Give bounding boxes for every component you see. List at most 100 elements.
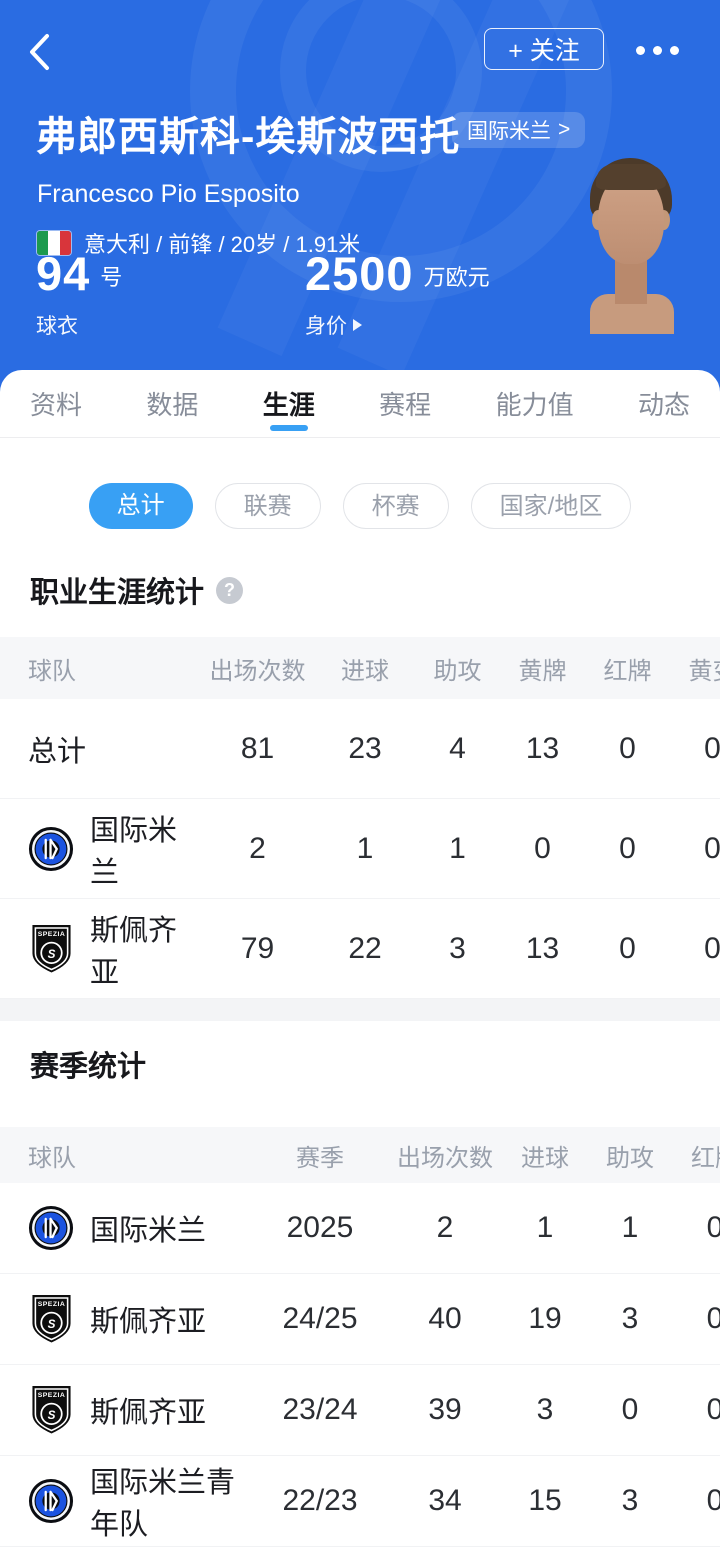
spezia-logo-icon: SPEZIA S [28,923,74,975]
stat-cell: 0 [706,1211,720,1244]
filter-pills: 总计 联赛 杯赛 国家/地区 [0,483,720,529]
team-cell: 国际米兰青年队 [0,1459,250,1543]
table-row[interactable]: 国际米兰青年队 22/23 34 15 3 0 [0,1456,720,1547]
column-header-球队: 球队 [28,1144,76,1172]
svg-text:S: S [47,947,55,960]
stat-cell: 23/24 [282,1393,358,1426]
market-value-block[interactable]: 2500 万欧元 身价 [305,250,490,340]
tab-赛程[interactable]: 赛程 [379,370,431,437]
stat-cell: 1 [621,1211,639,1244]
stat-cell: 22/23 [282,1484,358,1517]
inter-logo-icon [28,1202,74,1254]
tab-数据[interactable]: 数据 [146,370,198,437]
filter-pill-杯赛[interactable]: 杯赛 [342,483,449,529]
player-info-line: 意大利 / 前锋 / 20岁 / 1.91米 [84,232,361,257]
player-photo [560,158,710,348]
stat-cell: 13 [525,931,560,965]
more-menu-button[interactable] [636,46,679,55]
team-name: 斯佩齐亚 [90,914,178,989]
column-header-出场次数: 出场次数 [209,657,306,685]
team-cell: 国际米兰 [0,807,200,891]
team-cell: SPEZIA S 斯佩齐亚 [0,907,200,991]
spezia-logo-icon: SPEZIA S [28,1293,74,1345]
table-row[interactable]: 国际米兰 2 1 1 0 0 0 [0,799,720,899]
stat-cell: 0 [704,831,720,865]
stat-cell: 40 [428,1302,462,1335]
table-row[interactable]: 总计 81 23 4 13 0 0 [0,699,720,799]
table-row[interactable]: SPEZIA S 斯佩齐亚 79 22 3 13 0 0 [0,899,720,999]
team-badge-label: 国际米兰 [467,120,551,143]
tab-能力值[interactable]: 能力值 [496,370,574,437]
column-header-进球: 进球 [341,657,389,685]
filter-pill-联赛[interactable]: 联赛 [214,483,321,529]
stat-cell: 3 [621,1484,639,1517]
chevron-right-icon: > [558,118,571,141]
stat-cell: 2025 [286,1211,354,1244]
stat-cell: 79 [240,931,275,965]
column-header-黄牌: 黄牌 [518,657,567,685]
spezia-logo-icon: SPEZIA S [31,924,71,972]
team-name: 国际米兰青年队 [90,1467,236,1541]
stat-cell: 1 [356,831,374,865]
stat-cell: 1 [536,1211,554,1244]
team-cell: 国际米兰 [0,1202,250,1254]
market-value-number: 2500 [305,247,414,300]
tab-label: 数据 [146,390,199,420]
table-row[interactable]: SPEZIA S 斯佩齐亚 24/25 40 19 3 0 [0,1274,720,1365]
tab-生涯[interactable]: 生涯 [263,370,315,437]
tab-label: 生涯 [262,390,315,420]
career-table-header: 球队 出场次数 进球 助攻 黄牌 红牌 黄变 [0,637,720,699]
team-badge[interactable]: 国际米兰 > [452,112,586,148]
season-section-title: 赛季统计 [30,1051,147,1083]
help-icon[interactable]: ? [216,576,244,604]
svg-text:SPEZIA: SPEZIA [37,1301,65,1308]
stat-cell: 0 [534,831,551,865]
follow-button[interactable]: + 关注 [484,28,604,70]
stat-cell: 2 [249,831,266,865]
section-divider [0,999,720,1021]
column-header-助攻: 助攻 [433,657,482,685]
tab-label: 赛程 [379,390,432,420]
stat-cell: 0 [706,1302,720,1335]
stat-cell: 3 [536,1393,554,1426]
team-name: 国际米兰 [90,1215,207,1247]
dot-icon [653,46,662,55]
dot-icon [636,46,645,55]
filter-pill-总计[interactable]: 总计 [88,483,193,529]
svg-text:SPEZIA: SPEZIA [37,1392,65,1399]
stat-cell: 0 [619,831,636,865]
inter-milan-logo-icon [28,1478,74,1524]
team-name: 国际米兰 [90,814,178,889]
inter-logo-icon [28,1475,74,1527]
jersey-unit: 号 [100,265,123,290]
tab-动态[interactable]: 动态 [638,370,690,437]
filter-pill-国家/地区[interactable]: 国家/地区 [470,483,632,529]
stat-cell: 0 [704,731,720,765]
jersey-number-block: 94 号 球衣 [36,250,122,340]
team-name: 斯佩齐亚 [90,1306,207,1338]
column-header-红牌: 红牌 [603,657,652,685]
table-row[interactable]: SPEZIA S 斯佩齐亚 23/24 39 3 0 0 [0,1365,720,1456]
career-section-title: 职业生涯统计 [30,577,205,609]
tab-bar: 资料 数据 生涯 赛程 能力值 动态 [0,370,720,438]
back-chevron-icon [30,34,49,70]
table-row[interactable]: 国际米兰 2025 2 1 1 0 [0,1183,720,1274]
tab-资料[interactable]: 资料 [30,370,82,437]
spezia-logo-icon: SPEZIA S [31,1295,71,1343]
stat-cell: 13 [525,731,560,765]
stat-cell: 4 [449,731,466,765]
player-name: 弗郎西斯科-埃斯波西托 [36,115,461,159]
stat-cell: 15 [528,1484,562,1517]
follow-label: + 关注 [508,37,580,65]
team-cell: SPEZIA S 斯佩齐亚 [0,1384,250,1436]
inter-milan-logo-icon [28,1205,74,1251]
stat-cell: 0 [621,1393,639,1426]
career-stats-table: 球队出场次数进球助攻黄牌红牌黄变 总计812341300国际米兰211000SP… [0,637,720,999]
stat-cell: 23 [348,731,382,765]
svg-text:SPEZIA: SPEZIA [37,930,65,937]
player-info-row: 意大利 / 前锋 / 20岁 / 1.91米 [37,227,360,259]
back-button[interactable] [26,30,66,74]
spezia-logo-icon: SPEZIA S [28,1384,74,1436]
market-value-label: 身价 [305,315,347,338]
